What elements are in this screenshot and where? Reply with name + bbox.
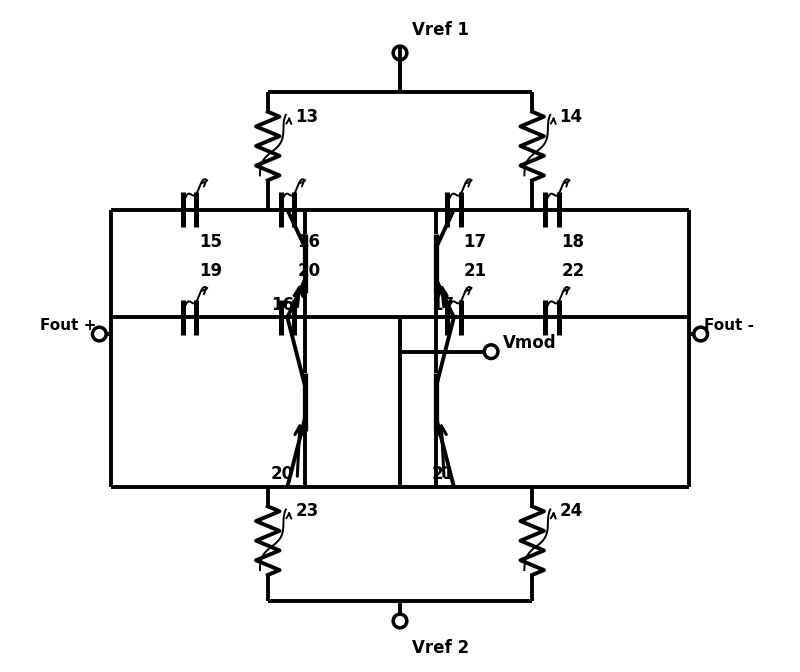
Text: Vref 1: Vref 1 <box>412 22 469 39</box>
Text: 20: 20 <box>270 465 294 483</box>
Text: 13: 13 <box>295 108 318 126</box>
Text: 18: 18 <box>562 233 585 251</box>
Text: 21: 21 <box>464 262 486 280</box>
Text: 24: 24 <box>560 502 583 520</box>
Text: 17: 17 <box>464 233 486 251</box>
Text: Vref 2: Vref 2 <box>412 638 469 657</box>
Text: Fout -: Fout - <box>703 318 754 333</box>
Text: 20: 20 <box>297 262 320 280</box>
Text: 17: 17 <box>431 296 454 314</box>
Text: 22: 22 <box>562 262 585 280</box>
Text: 14: 14 <box>560 108 582 126</box>
Text: 19: 19 <box>199 262 222 280</box>
Text: Vmod: Vmod <box>503 334 557 351</box>
Text: Fout +: Fout + <box>40 318 97 333</box>
Text: 16: 16 <box>270 296 294 314</box>
Text: 21: 21 <box>431 465 454 483</box>
Text: 23: 23 <box>295 502 318 520</box>
Text: 16: 16 <box>297 233 320 251</box>
Text: 15: 15 <box>199 233 222 251</box>
